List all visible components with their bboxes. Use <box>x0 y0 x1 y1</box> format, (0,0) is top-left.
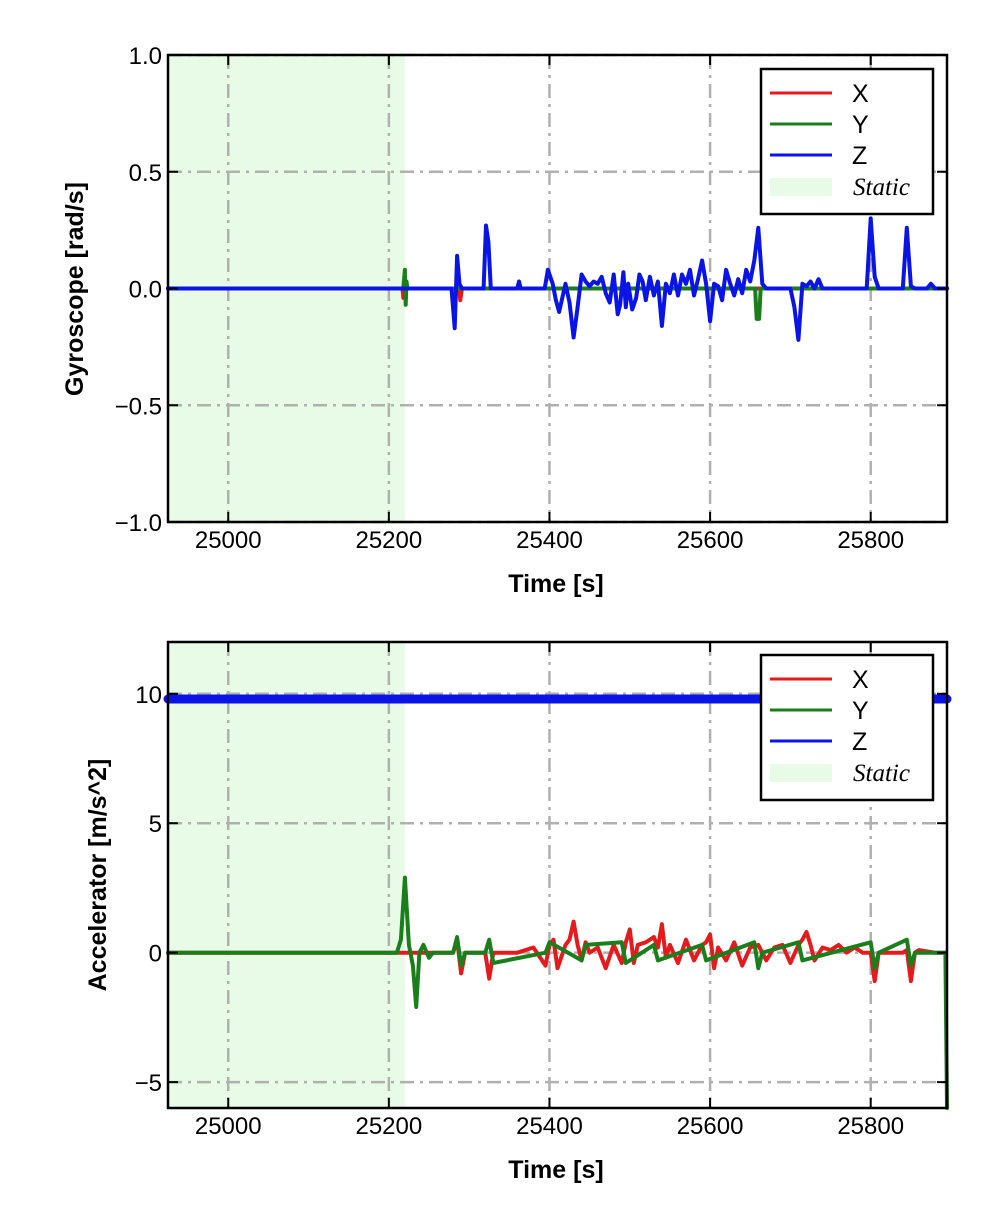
gyro-y-axis-label: Gyroscope [rad/s] <box>61 182 89 396</box>
accel-x-tick-label: 25200 <box>355 1113 422 1140</box>
gyro-y-tick-label: 1.0 <box>129 43 162 70</box>
accel-ticks <box>168 642 947 1108</box>
accelerator-chart: 25000 25200 25400 25600 25800 −5 0 5 10 Time [s… <box>84 640 952 1184</box>
gyro-y-tick-label: −1.0 <box>115 510 162 537</box>
accel-legend-static-swatch <box>770 764 832 782</box>
accel-legend-static-label: Static <box>853 760 910 787</box>
accel-y-tick-label: 0 <box>149 941 162 968</box>
gyro-legend-static-label: Static <box>853 174 910 201</box>
gyro-legend-static-swatch <box>770 178 832 196</box>
gyro-x-tick-label: 25000 <box>195 527 262 554</box>
gyro-series-z <box>166 216 949 342</box>
gyro-legend-x-label: X <box>852 80 869 108</box>
accel-x-tick-label: 25000 <box>195 1113 262 1140</box>
accel-y-tick-labels: −5 0 5 10 <box>135 682 162 1097</box>
gyro-x-tick-label: 25200 <box>355 527 422 554</box>
accel-legend: X Y Z Static <box>759 653 935 802</box>
accel-series-x <box>166 919 948 984</box>
accel-x-axis-label: Time [s] <box>508 1156 603 1184</box>
accel-plot-frame <box>166 640 949 1110</box>
gyro-x-tick-label: 25600 <box>677 527 744 554</box>
accel-legend-z-label: Z <box>852 728 867 756</box>
accel-x-tick-label: 25600 <box>677 1113 744 1140</box>
accel-static-region <box>168 642 405 1108</box>
gyro-y-tick-labels: −1.0 −0.5 0.0 0.5 1.0 <box>115 43 162 537</box>
gyro-x-axis-label: Time [s] <box>508 570 603 598</box>
accel-y-tick-label: 10 <box>135 682 162 709</box>
accel-x-tick-label: 25400 <box>516 1113 583 1140</box>
accel-legend-y-label: Y <box>852 697 869 725</box>
gyro-y-tick-label: 0.5 <box>129 160 162 187</box>
gyroscope-chart: 25000 25200 25400 25600 25800 −1.0 −0.5 0.0 0.5… <box>61 43 949 598</box>
accel-legend-x-label: X <box>852 666 869 694</box>
accel-y-axis-label: Accelerator [m/s^2] <box>84 759 112 992</box>
accel-x-tick-labels: 25000 25200 25400 25600 25800 <box>195 1113 904 1140</box>
gyro-series <box>166 216 949 342</box>
gyro-x-tick-label: 25400 <box>516 527 583 554</box>
gyro-x-tick-labels: 25000 25200 25400 25600 25800 <box>195 527 904 554</box>
accel-series-y <box>166 875 949 1110</box>
accel-x-tick-label: 25800 <box>837 1113 904 1140</box>
gyro-x-tick-label: 25800 <box>837 527 904 554</box>
gyro-y-tick-label: −0.5 <box>115 393 162 420</box>
gyro-legend-y-label: Y <box>852 111 869 139</box>
gyro-y-tick-label: 0.0 <box>129 277 162 304</box>
accel-y-tick-label: −5 <box>135 1070 162 1097</box>
gyro-legend: X Y Z Static <box>759 67 935 216</box>
gyro-ticks <box>168 54 947 523</box>
accel-y-tick-label: 5 <box>149 811 162 838</box>
gyro-legend-z-label: Z <box>852 142 867 170</box>
